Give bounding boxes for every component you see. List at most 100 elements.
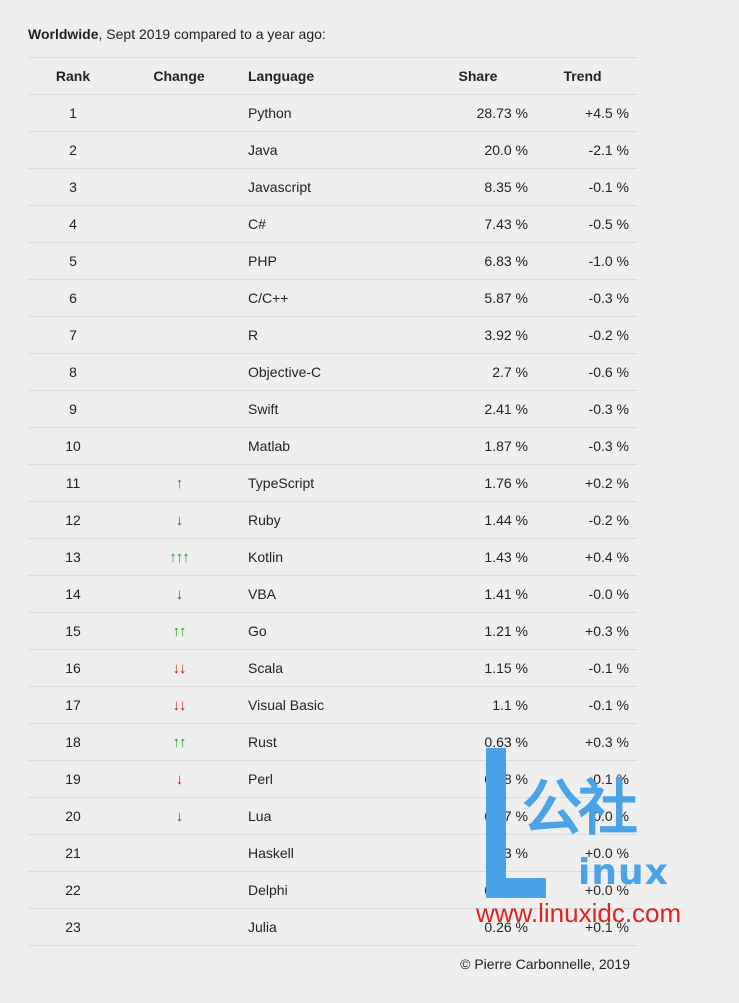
language-cell: Javascript (240, 168, 428, 206)
language-cell: Java (240, 131, 428, 169)
change-cell (118, 94, 240, 132)
rank-cell: 8 (28, 353, 118, 391)
share-cell: 28.73 % (428, 94, 528, 132)
language-cell: Python (240, 94, 428, 132)
trend-cell: -0.1 % (528, 686, 637, 724)
rank-cell: 20 (28, 797, 118, 835)
arrow-down-icon: ↓ (175, 808, 183, 825)
table-row: 9 Swift 2.41 % -0.3 % (28, 390, 637, 428)
table-row: 13 ↑↑↑ Kotlin 1.43 % +0.4 % (28, 538, 637, 576)
arrow-up-icon: ↑ (175, 475, 183, 492)
language-cell: Kotlin (240, 538, 428, 576)
share-cell: 0.37 % (428, 797, 528, 835)
trend-cell: +4.5 % (528, 94, 637, 132)
trend-cell: -0.3 % (528, 390, 637, 428)
rank-cell: 4 (28, 205, 118, 243)
header-row: Rank Change Language Share Trend (28, 57, 637, 95)
rank-cell: 13 (28, 538, 118, 576)
trend-cell: +0.0 % (528, 834, 637, 872)
change-cell: ↑↑↑ (118, 538, 240, 576)
trend-cell: -0.0 % (528, 575, 637, 613)
arrow-down-icon: ↓ (175, 586, 183, 603)
rank-cell: 7 (28, 316, 118, 354)
language-cell: VBA (240, 575, 428, 613)
arrow-down-icon: ↓↓ (172, 660, 187, 677)
arrow-up-icon: ↑↑ (172, 623, 187, 640)
trend-cell: +0.0 % (528, 871, 637, 909)
share-cell: 5.87 % (428, 279, 528, 317)
table-row: 8 Objective-C 2.7 % -0.6 % (28, 353, 637, 391)
share-cell: 0.63 % (428, 723, 528, 761)
rank-cell: 9 (28, 390, 118, 428)
rank-cell: 19 (28, 760, 118, 798)
language-cell: Go (240, 612, 428, 650)
change-cell: ↓ (118, 575, 240, 613)
change-cell (118, 908, 240, 946)
trend-cell: +0.1 % (528, 908, 637, 946)
trend-cell: +0.3 % (528, 612, 637, 650)
language-cell: Delphi (240, 871, 428, 909)
trend-cell: -0.1 % (528, 760, 637, 798)
rank-cell: 18 (28, 723, 118, 761)
change-cell: ↓ (118, 501, 240, 539)
language-cell: Haskell (240, 834, 428, 872)
share-cell: 0.27 % (428, 871, 528, 909)
change-cell (118, 168, 240, 206)
change-cell (118, 242, 240, 280)
rank-cell: 2 (28, 131, 118, 169)
table-row: 14 ↓ VBA 1.41 % -0.0 % (28, 575, 637, 613)
arrow-up-icon: ↑↑↑ (169, 549, 189, 566)
arrow-down-icon: ↓ (175, 512, 183, 529)
language-cell: PHP (240, 242, 428, 280)
rank-cell: 22 (28, 871, 118, 909)
rank-cell: 14 (28, 575, 118, 613)
table-row: 19 ↓ Perl 0.58 % -0.1 % (28, 760, 637, 798)
table-row: 10 Matlab 1.87 % -0.3 % (28, 427, 637, 465)
table-row: 15 ↑↑ Go 1.21 % +0.3 % (28, 612, 637, 650)
intro-text: Worldwide, Sept 2019 compared to a year … (28, 26, 326, 42)
share-cell: 20.0 % (428, 131, 528, 169)
change-cell (118, 131, 240, 169)
table-row: 17 ↓↓ Visual Basic 1.1 % -0.1 % (28, 686, 637, 724)
table-row: 12 ↓ Ruby 1.44 % -0.2 % (28, 501, 637, 539)
trend-cell: -0.5 % (528, 205, 637, 243)
arrow-down-icon: ↓↓ (172, 697, 187, 714)
share-cell: 2.7 % (428, 353, 528, 391)
language-cell: Julia (240, 908, 428, 946)
header-trend: Trend (528, 57, 637, 95)
share-cell: 8.35 % (428, 168, 528, 206)
share-cell: 3.92 % (428, 316, 528, 354)
rank-cell: 10 (28, 427, 118, 465)
trend-cell: -0.3 % (528, 279, 637, 317)
rank-cell: 15 (28, 612, 118, 650)
ranking-table: Rank Change Language Share Trend 1 Python… (28, 57, 637, 946)
share-cell: 1.41 % (428, 575, 528, 613)
change-cell: ↓ (118, 797, 240, 835)
table-row: 5 PHP 6.83 % -1.0 % (28, 242, 637, 280)
table-row: 21 Haskell 0.3 % +0.0 % (28, 834, 637, 872)
arrow-up-icon: ↑↑ (172, 734, 187, 751)
change-cell: ↑↑ (118, 612, 240, 650)
table-row: 20 ↓ Lua 0.37 % -0.0 % (28, 797, 637, 835)
language-cell: Rust (240, 723, 428, 761)
trend-cell: -1.0 % (528, 242, 637, 280)
share-cell: 1.44 % (428, 501, 528, 539)
language-cell: C# (240, 205, 428, 243)
share-cell: 1.87 % (428, 427, 528, 465)
trend-cell: -2.1 % (528, 131, 637, 169)
rank-cell: 5 (28, 242, 118, 280)
credit-text: © Pierre Carbonnelle, 2019 (460, 956, 630, 972)
language-cell: Perl (240, 760, 428, 798)
share-cell: 1.15 % (428, 649, 528, 687)
rank-cell: 23 (28, 908, 118, 946)
header-share: Share (428, 57, 528, 95)
table-row: 18 ↑↑ Rust 0.63 % +0.3 % (28, 723, 637, 761)
rank-cell: 1 (28, 94, 118, 132)
rank-cell: 11 (28, 464, 118, 502)
intro-rest: , Sept 2019 compared to a year ago: (98, 26, 326, 42)
language-cell: Scala (240, 649, 428, 687)
share-cell: 6.83 % (428, 242, 528, 280)
language-cell: Swift (240, 390, 428, 428)
trend-cell: -0.0 % (528, 797, 637, 835)
share-cell: 7.43 % (428, 205, 528, 243)
